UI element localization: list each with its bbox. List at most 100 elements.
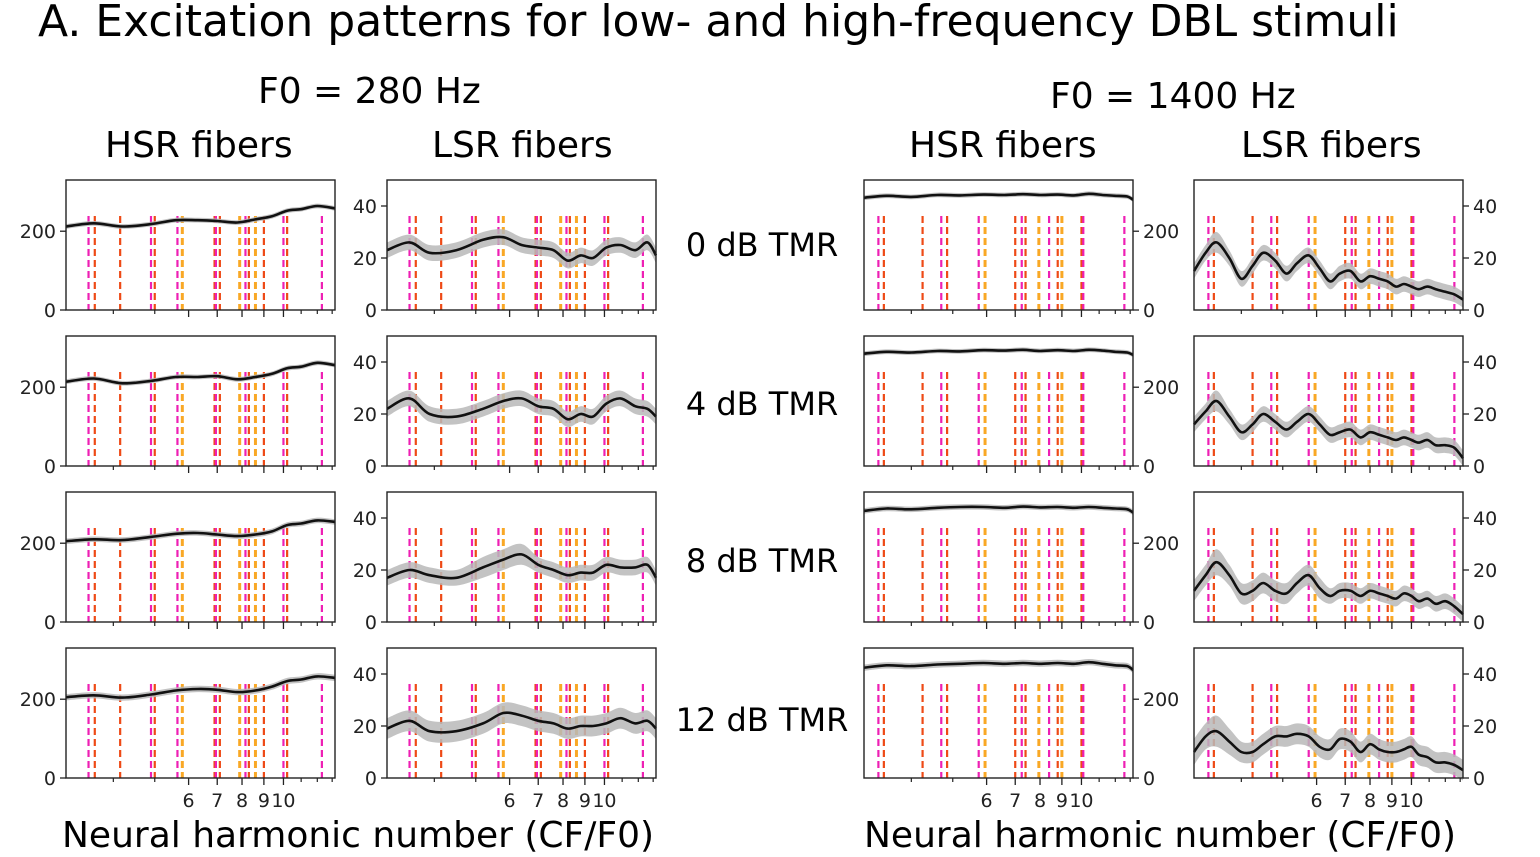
panel-high-lsr-2-frame — [1193, 335, 1464, 467]
x-tick-label: 8 — [1034, 790, 1046, 812]
excitation-line — [65, 675, 336, 699]
column-header-hsr-high: HSR fibers — [909, 125, 1097, 166]
excitation-line — [65, 361, 336, 385]
x-tick-label: 9 — [1056, 790, 1068, 812]
y-tick-label: 40 — [1473, 664, 1497, 686]
confidence-band — [1194, 231, 1463, 308]
y-tick-label: 0 — [1473, 768, 1485, 790]
y-tick-label: 40 — [353, 196, 377, 218]
y-tick-label: 40 — [1473, 508, 1497, 530]
y-tick-label: 200 — [1143, 377, 1179, 399]
f0-label-low: F0 = 280 Hz — [258, 71, 481, 112]
x-tick-label: 6 — [504, 790, 516, 812]
x-axis-label-high: Neural harmonic number (CF/F0) — [864, 815, 1457, 856]
y-tick-label: 200 — [20, 689, 56, 711]
y-tick-label: 200 — [20, 377, 56, 399]
excitation-line — [863, 192, 1134, 201]
row-label-0db: 0 dB TMR — [685, 226, 839, 264]
x-tick-label: 7 — [532, 790, 544, 812]
y-tick-label: 0 — [44, 456, 56, 478]
x-tick-label: 9 — [258, 790, 270, 812]
f0-label-high: F0 = 1400 Hz — [1050, 76, 1296, 117]
y-tick-label: 200 — [1143, 221, 1179, 243]
panel-high-hsr-4-frame — [863, 647, 1134, 779]
confidence-band — [66, 517, 335, 544]
y-tick-label: 0 — [44, 768, 56, 790]
panel-high-hsr-1-frame — [863, 179, 1134, 311]
y-tick-label: 0 — [1143, 300, 1155, 322]
x-tick-label: 6 — [981, 790, 993, 812]
confidence-band — [66, 203, 335, 229]
confidence-band — [1194, 390, 1463, 466]
confidence-band — [387, 229, 656, 269]
excitation-line — [65, 204, 336, 228]
panel-low-hsr-2-frame — [65, 335, 336, 467]
row-label-4db: 4 dB TMR — [685, 385, 839, 423]
y-tick-label: 200 — [20, 533, 56, 555]
confidence-band — [66, 360, 335, 386]
excitation-line — [863, 505, 1134, 514]
y-tick-label: 40 — [353, 508, 377, 530]
x-tick-label: 9 — [1386, 790, 1398, 812]
y-tick-label: 0 — [1473, 612, 1485, 634]
panel-low-hsr-3-frame — [65, 491, 336, 623]
row-label-12db: 12 dB TMR — [675, 701, 849, 739]
confidence-band — [1194, 715, 1463, 781]
x-tick-label: 6 — [1311, 790, 1323, 812]
y-tick-label: 20 — [1473, 404, 1497, 426]
y-tick-label: 40 — [1473, 196, 1497, 218]
confidence-band — [387, 543, 656, 586]
y-tick-label: 0 — [365, 456, 377, 478]
excitation-line — [386, 396, 657, 421]
confidence-band — [387, 702, 656, 743]
y-tick-label: 20 — [1473, 248, 1497, 270]
column-header-hsr-low: HSR fibers — [105, 125, 293, 166]
figure-title: A. Excitation patterns for low- and high… — [38, 0, 1399, 47]
y-tick-label: 20 — [353, 404, 377, 426]
excitation-line — [386, 552, 658, 580]
y-tick-label: 20 — [1473, 560, 1497, 582]
x-tick-label: 10 — [592, 790, 616, 812]
y-tick-label: 200 — [1143, 689, 1179, 711]
x-tick-label: 7 — [1339, 790, 1351, 812]
panel-high-hsr-3-frame — [863, 491, 1134, 623]
y-tick-label: 0 — [1473, 456, 1485, 478]
excitation-line — [386, 235, 658, 262]
x-tick-label: 8 — [557, 790, 569, 812]
y-tick-label: 200 — [20, 221, 56, 243]
y-tick-label: 0 — [1143, 612, 1155, 634]
excitation-line — [1193, 399, 1465, 460]
excitation-line — [1192, 560, 1464, 616]
panel-low-lsr-1-frame — [386, 179, 657, 311]
x-tick-label: 8 — [236, 790, 248, 812]
y-tick-label: 20 — [1473, 716, 1497, 738]
y-tick-label: 0 — [365, 768, 377, 790]
panel-high-hsr-2-frame — [863, 335, 1134, 467]
confidence-band — [387, 390, 656, 428]
panel-high-lsr-4-frame — [1193, 647, 1464, 779]
x-axis-label-low: Neural harmonic number (CF/F0) — [62, 815, 655, 856]
row-label-8db: 8 dB TMR — [685, 542, 839, 580]
y-tick-label: 0 — [365, 300, 377, 322]
y-tick-label: 200 — [1143, 533, 1179, 555]
column-header-lsr-low: LSR fibers — [432, 125, 613, 166]
confidence-band — [66, 673, 335, 701]
excitation-line — [386, 711, 657, 734]
y-tick-label: 0 — [44, 612, 56, 634]
excitation-line — [65, 519, 336, 543]
y-tick-label: 20 — [353, 716, 377, 738]
y-tick-label: 40 — [353, 352, 377, 374]
excitation-line — [1192, 729, 1464, 772]
y-tick-label: 0 — [1143, 768, 1155, 790]
y-tick-label: 0 — [1143, 456, 1155, 478]
y-tick-label: 20 — [353, 560, 377, 582]
x-tick-label: 6 — [183, 790, 195, 812]
excitation-line — [1192, 241, 1464, 301]
panel-low-hsr-4-frame — [65, 647, 336, 779]
y-tick-label: 20 — [353, 248, 377, 270]
panel-low-lsr-4-frame — [386, 647, 657, 779]
x-tick-label: 10 — [271, 790, 295, 812]
y-tick-label: 0 — [44, 300, 56, 322]
column-header-lsr-high: LSR fibers — [1241, 125, 1422, 166]
